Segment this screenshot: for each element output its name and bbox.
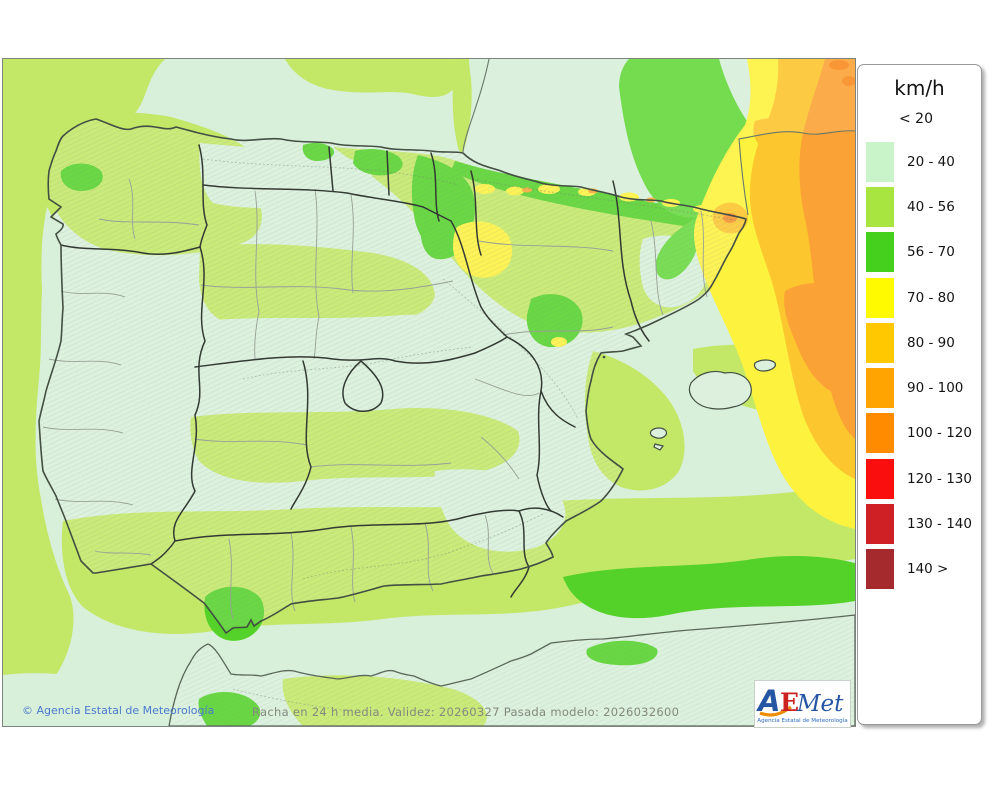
legend-row: 40 - 56 — [866, 184, 979, 229]
legend-row: 140 > — [866, 547, 979, 592]
legend-label: 130 - 140 — [907, 516, 972, 533]
aemet-logo: A E Met Agencia Estatal de Meteorología — [754, 680, 851, 728]
legend-title: km/h — [894, 76, 945, 100]
legend-label: 70 - 80 — [907, 289, 955, 306]
logo-letter-a: A — [756, 684, 780, 718]
legend-row: 90 - 100 — [866, 365, 979, 410]
legend-label: 56 - 70 — [907, 244, 955, 261]
legend-label: 90 - 100 — [907, 380, 964, 397]
logo-caption: Agencia Estatal de Meteorología — [757, 717, 847, 724]
wind-gust-map — [2, 58, 856, 727]
balearic-islands — [602, 355, 776, 451]
legend-swatch — [866, 504, 894, 545]
legend-label: 120 - 130 — [907, 470, 972, 487]
coastlines — [38, 59, 855, 726]
map-canvas — [3, 59, 855, 726]
legend-row: 56 - 70 — [866, 230, 979, 275]
legend-entry-lt20: < 20 — [899, 111, 933, 127]
legend-swatch — [866, 458, 894, 499]
legend-row: 120 - 130 — [866, 456, 979, 501]
legend-label: 80 - 90 — [907, 334, 955, 351]
legend-row: 100 - 120 — [866, 411, 979, 456]
legend-swatch — [866, 368, 894, 409]
legend-label: 20 - 40 — [907, 153, 955, 170]
province-borders — [42, 178, 708, 620]
legend-row: 130 - 140 — [866, 501, 979, 546]
legend-swatch — [866, 232, 894, 273]
legend-swatch — [866, 322, 894, 363]
legend-row: 80 - 90 — [866, 320, 979, 365]
legend-label: 40 - 56 — [907, 198, 955, 215]
aemet-logo-art: A E Met Agencia Estatal de Meteorología — [756, 684, 848, 724]
map-caption: Racha en 24 h media. Validez: 20260327 P… — [252, 705, 680, 719]
legend-swatch — [866, 141, 894, 182]
logo-letters-met: Met — [796, 691, 844, 717]
legend-row: 70 - 80 — [866, 275, 979, 320]
legend-label: 140 > — [907, 561, 949, 578]
legend-swatch — [866, 413, 894, 454]
legend-swatch — [866, 277, 894, 318]
legend-swatch — [866, 186, 894, 227]
copyright-text: © Agencia Estatal de Meteorología — [22, 704, 215, 717]
region-borders — [60, 144, 650, 598]
terrain-shading — [39, 59, 855, 726]
logo-swoosh — [759, 705, 792, 717]
legend-swatch — [866, 549, 894, 590]
legend-label: 100 - 120 — [907, 425, 972, 442]
legend-rows: 20 - 40 40 - 56 56 - 70 70 - 80 — [866, 139, 979, 592]
wind-speed-legend: km/h < 20 20 - 40 40 - 56 56 - 70 — [857, 64, 982, 725]
legend-row: 20 - 40 — [866, 139, 979, 184]
logo-letter-e: E — [780, 688, 799, 717]
